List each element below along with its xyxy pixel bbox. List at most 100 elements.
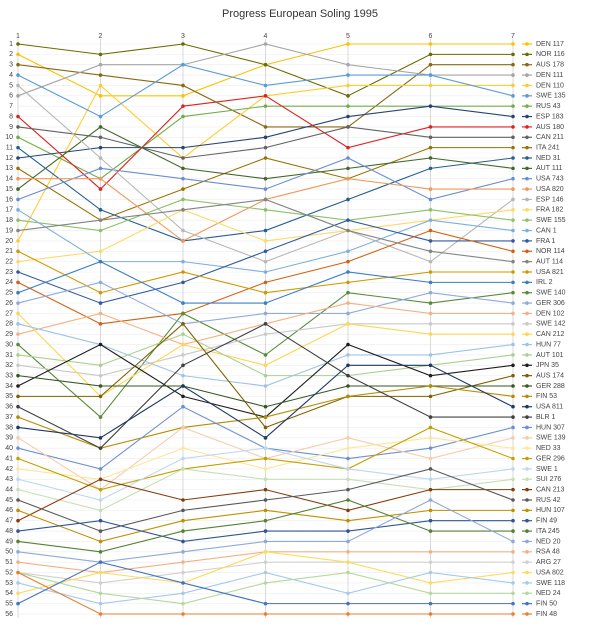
data-point (263, 156, 268, 160)
data-point (428, 135, 433, 140)
legend-label: SWE 142 (536, 321, 566, 328)
data-point (511, 166, 515, 171)
data-point (16, 239, 20, 243)
legend-label: DEN 117 (536, 41, 564, 48)
data-point (98, 249, 103, 254)
data-point (263, 404, 268, 409)
data-point (263, 94, 268, 98)
data-point (16, 384, 20, 388)
data-point (428, 42, 433, 46)
legend-swatch (525, 456, 529, 461)
data-point (181, 601, 185, 606)
data-point (511, 249, 515, 254)
data-point (98, 363, 103, 368)
legend-label: BLR 1 (536, 414, 556, 421)
data-point (263, 239, 268, 243)
legend-label: RUS 43 (536, 103, 561, 110)
y-tick-label: 34 (5, 383, 13, 390)
data-point (16, 156, 20, 160)
data-point (346, 601, 350, 606)
y-tick-label: 24 (5, 279, 13, 286)
data-point (98, 591, 103, 596)
data-point (16, 228, 20, 233)
data-point (16, 342, 20, 347)
data-point (263, 311, 268, 316)
data-point (263, 446, 268, 450)
legend-swatch (525, 135, 529, 140)
data-point (511, 145, 515, 150)
x-tick-label: 1 (16, 33, 20, 40)
data-point (428, 518, 433, 523)
data-point (428, 332, 433, 336)
data-point (428, 446, 433, 450)
data-point (346, 436, 350, 440)
data-point (511, 322, 515, 326)
data-point (428, 104, 433, 108)
y-tick-label: 33 (5, 372, 13, 379)
y-tick-label: 16 (5, 196, 13, 203)
legend-swatch (525, 218, 529, 222)
legend-label: AUT 101 (536, 352, 564, 359)
data-point (263, 581, 268, 585)
legend-label: SWE 155 (536, 217, 566, 224)
data-point (428, 353, 433, 357)
data-point (511, 477, 515, 482)
data-point (181, 187, 185, 191)
data-point (181, 373, 185, 378)
data-point (16, 570, 20, 575)
data-point (181, 581, 185, 585)
data-point (98, 415, 103, 419)
data-point (98, 487, 103, 492)
legend-label: SWE 135 (536, 93, 566, 100)
data-point (511, 570, 515, 575)
data-point (98, 601, 103, 606)
legend-swatch (525, 176, 529, 181)
data-point (511, 560, 515, 564)
data-point (346, 249, 350, 254)
data-point (428, 487, 433, 492)
data-point (511, 42, 515, 46)
y-tick-label: 43 (5, 476, 13, 483)
data-point (428, 322, 433, 326)
data-point (16, 218, 20, 222)
x-tick-label: 6 (429, 33, 433, 40)
data-point (98, 52, 103, 57)
data-point (511, 208, 515, 212)
data-point (181, 612, 185, 616)
data-point (263, 560, 268, 564)
data-point (263, 62, 268, 67)
data-point (428, 280, 433, 285)
data-point (98, 467, 103, 471)
data-point (16, 467, 20, 471)
data-point (181, 591, 185, 596)
y-tick-label: 53 (5, 580, 13, 587)
data-point (98, 436, 103, 440)
data-point (263, 176, 268, 181)
data-point (428, 363, 433, 368)
data-point (98, 187, 103, 191)
data-point (511, 498, 515, 502)
data-point (428, 560, 433, 564)
data-point (263, 601, 268, 606)
data-point (98, 539, 103, 544)
data-point (16, 508, 20, 513)
data-point (16, 166, 20, 171)
legend-label: NED 24 (536, 590, 561, 597)
data-point (16, 208, 20, 212)
data-point (428, 436, 433, 440)
data-point (98, 446, 103, 450)
data-point (181, 508, 185, 513)
data-point (263, 518, 268, 523)
y-tick-label: 55 (5, 600, 13, 607)
legend-swatch (525, 73, 529, 77)
data-point (263, 270, 268, 274)
legend-label: IRL 2 (536, 279, 553, 286)
data-point (511, 259, 515, 264)
data-point (98, 83, 103, 88)
data-point (346, 550, 350, 554)
data-point (181, 104, 185, 108)
legend-swatch (525, 156, 529, 160)
data-point (98, 114, 103, 119)
data-point (346, 570, 350, 575)
legend-swatch (525, 114, 529, 119)
